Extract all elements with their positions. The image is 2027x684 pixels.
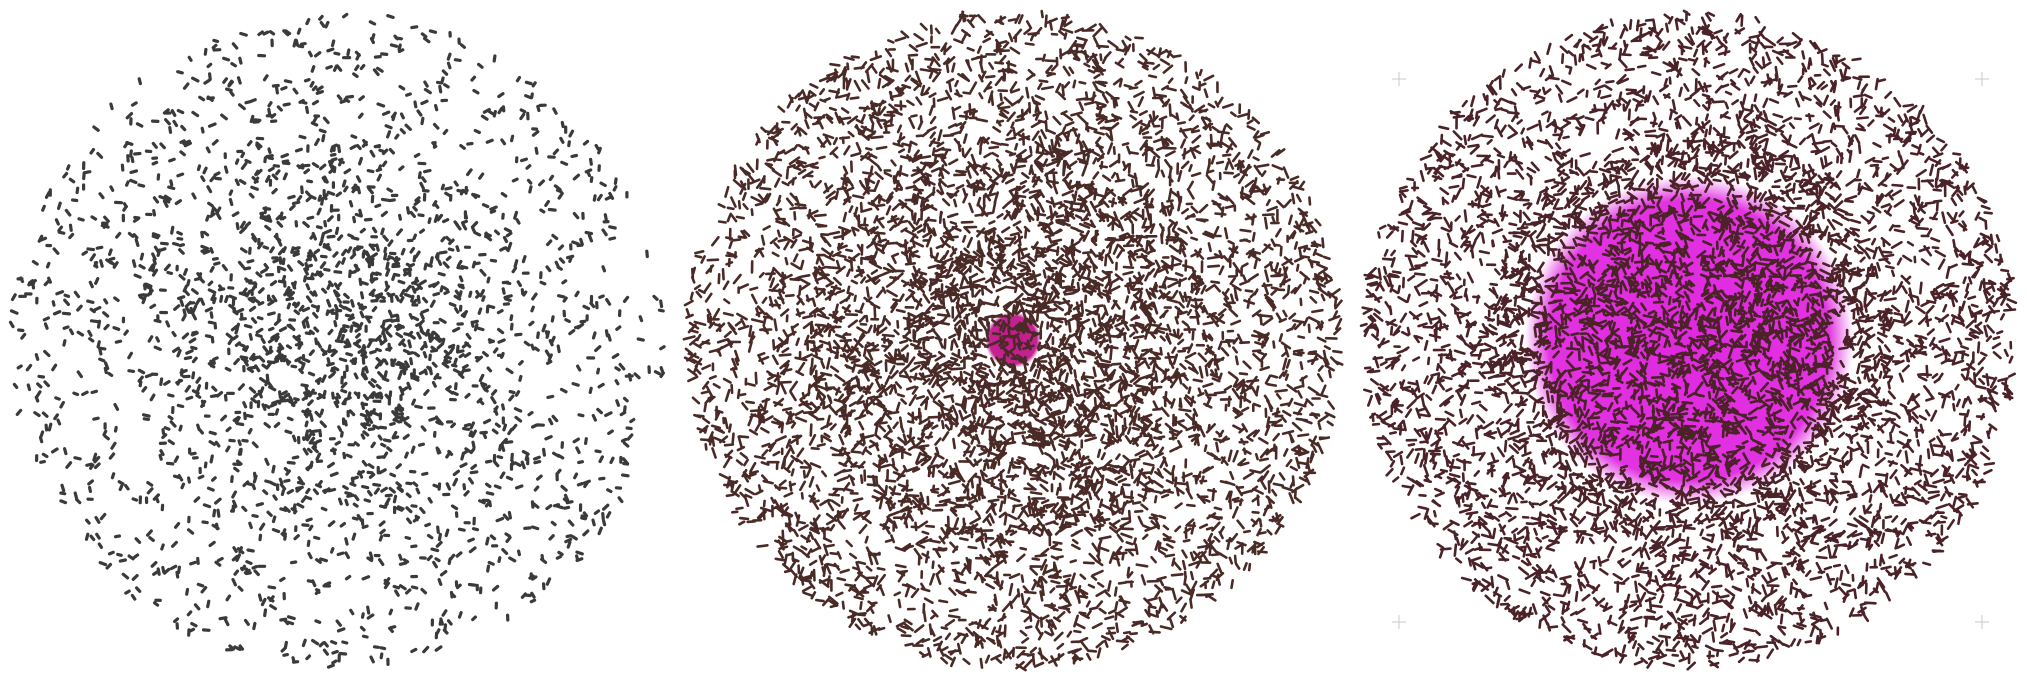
particle-disk-small-core <box>682 9 1344 672</box>
corner-marks <box>1392 72 1989 629</box>
particle-disk-panel-2 <box>676 0 1351 684</box>
particle-disk-initial <box>8 12 666 669</box>
particle-disk-panel-1 <box>0 0 675 684</box>
particle-field <box>1359 9 2018 671</box>
particle-disk-panel-3 <box>1352 0 2027 684</box>
particle-field <box>8 12 666 669</box>
particle-field <box>682 9 1344 672</box>
particle-disk-large-core <box>1359 9 2018 671</box>
